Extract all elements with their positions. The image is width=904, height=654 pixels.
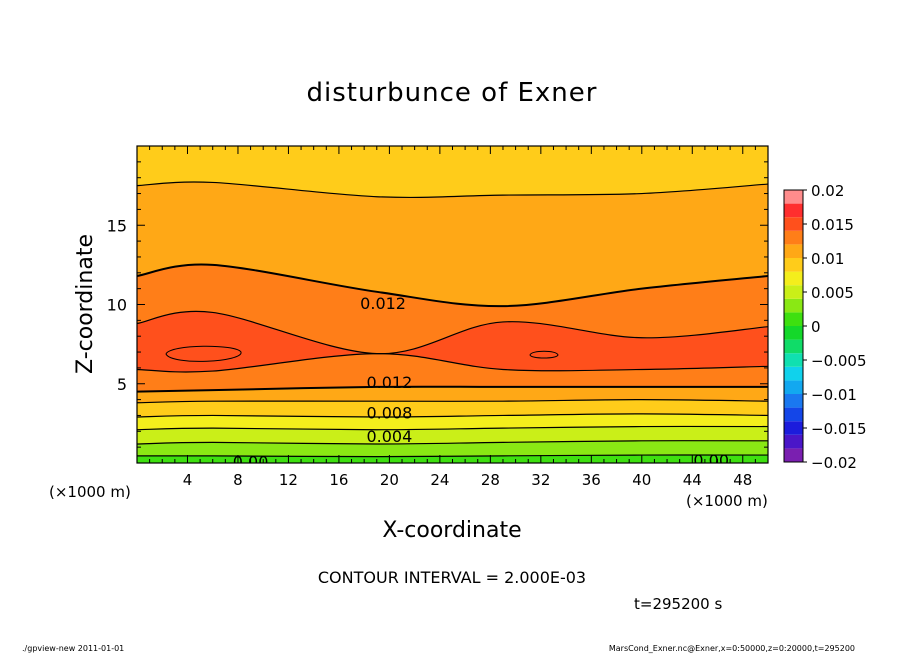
colorbar-tick-label: 0: [811, 318, 821, 336]
colorbar-segment: [784, 380, 803, 394]
y-tick-label: 15: [107, 216, 127, 235]
contour-band: [137, 182, 768, 307]
colorbar-segment: [784, 244, 803, 258]
x-axis-label: X-coordinate: [382, 518, 521, 543]
colorbar-tick-label: −0.015: [811, 420, 867, 438]
colorbar-tick-label: 0.01: [811, 250, 844, 268]
colorbar-segment: [784, 258, 803, 272]
colorbar-tick-label: −0.005: [811, 352, 867, 370]
contour-line: [137, 425, 768, 431]
colorbar-segment: [784, 190, 803, 204]
colorbar-tick-label: 0.005: [811, 284, 854, 302]
contour-band: [137, 353, 768, 392]
colorbar-segment: [784, 353, 803, 367]
colorbar-segment: [784, 407, 803, 422]
colorbar-segment: [784, 394, 803, 408]
colorbar-segment: [784, 326, 803, 340]
y-axis-label: Z-coordinate: [73, 234, 98, 374]
contour-line: [137, 413, 768, 418]
contour-band: [137, 426, 768, 444]
colorbar-tick-label: −0.01: [811, 386, 857, 404]
colorbar: 0.02 0.015 0.01 0.005 0 −0.005 −0.01 −0.015 −0.0…: [783, 182, 867, 472]
x-tick-label: 32: [531, 471, 550, 489]
x-tick-label: 28: [481, 471, 500, 489]
contour-pocket: [529, 350, 559, 359]
colorbar-segment: [784, 448, 803, 462]
colorbar-tick-label: 0.015: [811, 216, 854, 234]
contour-pocket: [165, 345, 242, 362]
contour-band: [137, 440, 768, 457]
contour-band: [137, 264, 768, 354]
contour-line: [137, 398, 768, 404]
colorbar-segment: [784, 203, 803, 218]
x-tick-label: 48: [733, 471, 752, 489]
time-text: t=295200 s: [634, 595, 722, 613]
y-tick-label: 5: [117, 375, 127, 394]
x-tick-label: 4: [183, 471, 193, 489]
colorbar-segment: [784, 339, 803, 354]
x-tick-label: 24: [430, 471, 449, 489]
colorbar-segment: [784, 285, 803, 299]
contour-label: 0.004: [366, 427, 412, 446]
contour-line: [137, 181, 768, 199]
contour-line: [137, 310, 768, 355]
chart-title: disturbunce of Exner: [307, 78, 598, 108]
x-tick-label: 40: [632, 471, 651, 489]
contour-line: [137, 454, 768, 458]
contour-label: 0.012: [366, 373, 412, 392]
x-axis-unit: (×1000 m): [49, 483, 131, 501]
x-tick-label: 36: [582, 471, 601, 489]
x-tick-label: 20: [380, 471, 399, 489]
colorbar-segment: [784, 312, 803, 326]
x-axis-unit-right: (×1000 m): [686, 492, 768, 510]
contour-line: [137, 385, 768, 393]
colorbar-segment: [784, 366, 803, 381]
contour-band: [137, 311, 768, 372]
x-tick-label: 12: [279, 471, 298, 489]
colorbar-segment: [784, 421, 803, 435]
colorbar-segment: [784, 298, 803, 313]
x-tick-label: 16: [329, 471, 348, 489]
footer-right: MarsCond_Exner.nc@Exner,x=0:50000,z=0:20…: [609, 644, 855, 653]
colorbar-tick-label: −0.02: [811, 454, 857, 472]
contour-label: 0.00: [693, 451, 729, 470]
colorbar-tick-label: 0.02: [811, 182, 844, 200]
x-tick-label: 8: [233, 471, 243, 489]
contour-label: 0.00: [233, 452, 269, 471]
colorbar-segment: [784, 230, 803, 245]
contour-label: 0.008: [366, 403, 412, 422]
contour-line: [137, 353, 768, 373]
contour-line: [137, 440, 768, 445]
colorbar-segment: [784, 434, 803, 449]
contour-band: [137, 413, 768, 430]
y-tick-label: 10: [107, 296, 127, 315]
colorbar-segment: [784, 271, 803, 286]
x-tick-label: 44: [683, 471, 702, 489]
plot-area: 0.012 0.012 0.008 0.004 0.00 0.00: [137, 146, 768, 471]
contour-label: 0.012: [360, 294, 406, 313]
contour-line: [137, 263, 768, 308]
footer-left: ./gpview-new 2011-01-01: [22, 644, 124, 653]
contour-band: [137, 399, 768, 418]
contour-band: [137, 386, 768, 403]
colorbar-segment: [784, 217, 803, 231]
contour-interval-text: CONTOUR INTERVAL = 2.000E-03: [318, 568, 586, 587]
